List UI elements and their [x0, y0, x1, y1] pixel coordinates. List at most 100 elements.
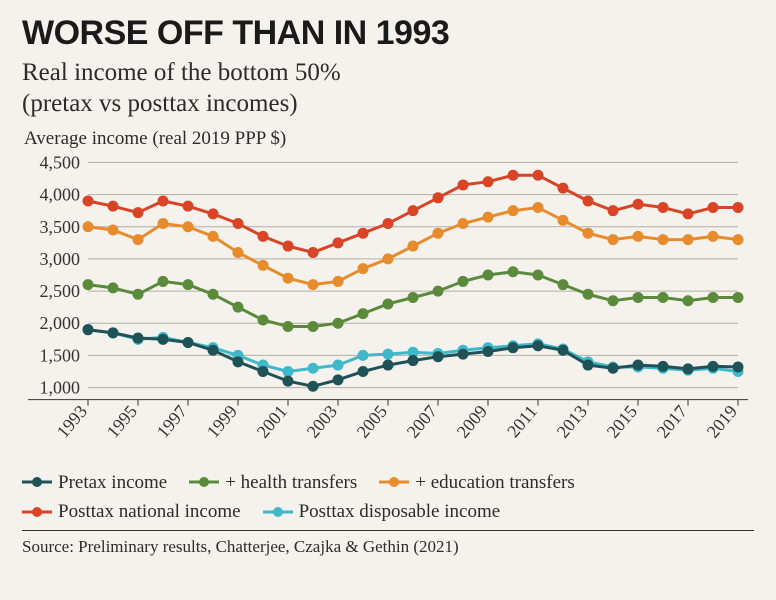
series-marker-health_transfers	[333, 318, 343, 328]
series-marker-education_transfers	[483, 212, 493, 222]
x-tick-label: 2001	[253, 401, 291, 441]
series-marker-pretax	[733, 361, 743, 371]
series-marker-education_transfers	[383, 253, 393, 263]
series-marker-health_transfers	[383, 298, 393, 308]
x-tick-label: 2011	[503, 401, 541, 441]
series-marker-health_transfers	[283, 321, 293, 331]
line-chart: 1,0001,5002,0002,5003,0003,5004,0004,500…	[28, 150, 748, 460]
y-axis-title: Average income (real 2019 PPP $)	[24, 128, 754, 150]
series-marker-health_transfers	[558, 279, 568, 289]
series-marker-pretax	[283, 376, 293, 386]
x-tick-label: 2019	[703, 401, 741, 441]
series-marker-health_transfers	[458, 276, 468, 286]
series-marker-pretax	[633, 360, 643, 370]
series-marker-posttax_national	[583, 196, 593, 206]
chart-card: WORSE OFF THAN IN 1993 Real income of th…	[0, 0, 776, 600]
y-tick-label: 1,000	[40, 377, 81, 397]
legend-swatch	[189, 475, 219, 489]
series-marker-posttax_national	[283, 241, 293, 251]
series-marker-education_transfers	[333, 276, 343, 286]
series-marker-pretax	[333, 374, 343, 384]
series-marker-pretax	[308, 381, 318, 391]
series-marker-posttax_national	[183, 201, 193, 211]
series-marker-health_transfers	[733, 292, 743, 302]
series-marker-education_transfers	[233, 247, 243, 257]
chart-svg: 1,0001,5002,0002,5003,0003,5004,0004,500…	[28, 150, 748, 460]
legend-swatch	[22, 475, 52, 489]
series-marker-posttax_national	[433, 192, 443, 202]
series-marker-health_transfers	[158, 276, 168, 286]
bottom-rule	[22, 530, 754, 531]
legend-label: Pretax income	[58, 468, 167, 497]
x-tick-label: 2003	[303, 401, 341, 441]
x-tick-label: 1997	[153, 401, 191, 441]
series-marker-pretax	[133, 333, 143, 343]
series-marker-health_transfers	[508, 266, 518, 276]
series-marker-posttax_national	[158, 196, 168, 206]
series-marker-posttax_national	[408, 205, 418, 215]
series-marker-posttax_national	[133, 207, 143, 217]
legend-label: + health transfers	[225, 468, 357, 497]
x-tick-label: 1993	[53, 401, 91, 441]
series-marker-pretax	[183, 337, 193, 347]
series-marker-health_transfers	[233, 302, 243, 312]
series-marker-education_transfers	[358, 263, 368, 273]
series-marker-pretax	[483, 346, 493, 356]
series-marker-pretax	[233, 356, 243, 366]
y-tick-label: 3,000	[40, 248, 81, 268]
legend-key-health_transfers: + health transfers	[189, 468, 357, 497]
series-marker-health_transfers	[308, 321, 318, 331]
series-marker-posttax_national	[208, 208, 218, 218]
series-marker-health_transfers	[533, 270, 543, 280]
series-marker-health_transfers	[108, 282, 118, 292]
series-marker-posttax_national	[358, 228, 368, 238]
series-marker-pretax	[383, 360, 393, 370]
series-marker-posttax_national	[658, 202, 668, 212]
series-marker-posttax_national	[508, 170, 518, 180]
series-marker-education_transfers	[133, 234, 143, 244]
legend-key-education_transfers: + education transfers	[379, 468, 575, 497]
series-marker-posttax_national	[233, 218, 243, 228]
series-marker-health_transfers	[683, 295, 693, 305]
series-marker-education_transfers	[108, 224, 118, 234]
series-marker-education_transfers	[433, 228, 443, 238]
series-marker-posttax_disposable	[283, 366, 293, 376]
y-tick-label: 2,500	[40, 281, 81, 301]
legend-key-pretax: Pretax income	[22, 468, 167, 497]
series-marker-pretax	[533, 340, 543, 350]
series-marker-pretax	[108, 327, 118, 337]
chart-subtitle: Real income of the bottom 50% (pretax vs…	[22, 57, 754, 120]
series-marker-posttax_disposable	[383, 349, 393, 359]
x-tick-label: 2005	[353, 401, 391, 441]
series-marker-pretax	[658, 361, 668, 371]
x-tick-label: 2015	[603, 401, 641, 441]
series-marker-pretax	[408, 355, 418, 365]
series-marker-pretax	[708, 361, 718, 371]
legend-swatch	[379, 475, 409, 489]
series-marker-education_transfers	[733, 234, 743, 244]
series-marker-posttax_national	[258, 231, 268, 241]
series-marker-pretax	[258, 366, 268, 376]
series-marker-education_transfers	[308, 279, 318, 289]
y-tick-label: 4,500	[40, 152, 81, 172]
series-marker-health_transfers	[258, 315, 268, 325]
source-text: Source: Preliminary results, Chatterjee,…	[22, 537, 754, 557]
series-marker-posttax_national	[683, 208, 693, 218]
series-marker-posttax_national	[383, 218, 393, 228]
legend-label: Posttax disposable income	[299, 497, 501, 526]
series-marker-posttax_national	[483, 176, 493, 186]
series-marker-education_transfers	[458, 218, 468, 228]
series-marker-education_transfers	[633, 231, 643, 241]
series-marker-posttax_disposable	[308, 363, 318, 373]
series-marker-health_transfers	[608, 295, 618, 305]
series-marker-education_transfers	[208, 231, 218, 241]
series-marker-posttax_national	[733, 202, 743, 212]
legend-swatch	[263, 505, 293, 519]
series-marker-posttax_national	[83, 196, 93, 206]
series-marker-pretax	[508, 342, 518, 352]
legend-label: + education transfers	[415, 468, 575, 497]
x-tick-label: 2007	[403, 401, 441, 441]
legend-key-posttax_disposable: Posttax disposable income	[263, 497, 501, 526]
series-marker-pretax	[83, 324, 93, 334]
subtitle-line-2: (pretax vs posttax incomes)	[22, 90, 298, 117]
